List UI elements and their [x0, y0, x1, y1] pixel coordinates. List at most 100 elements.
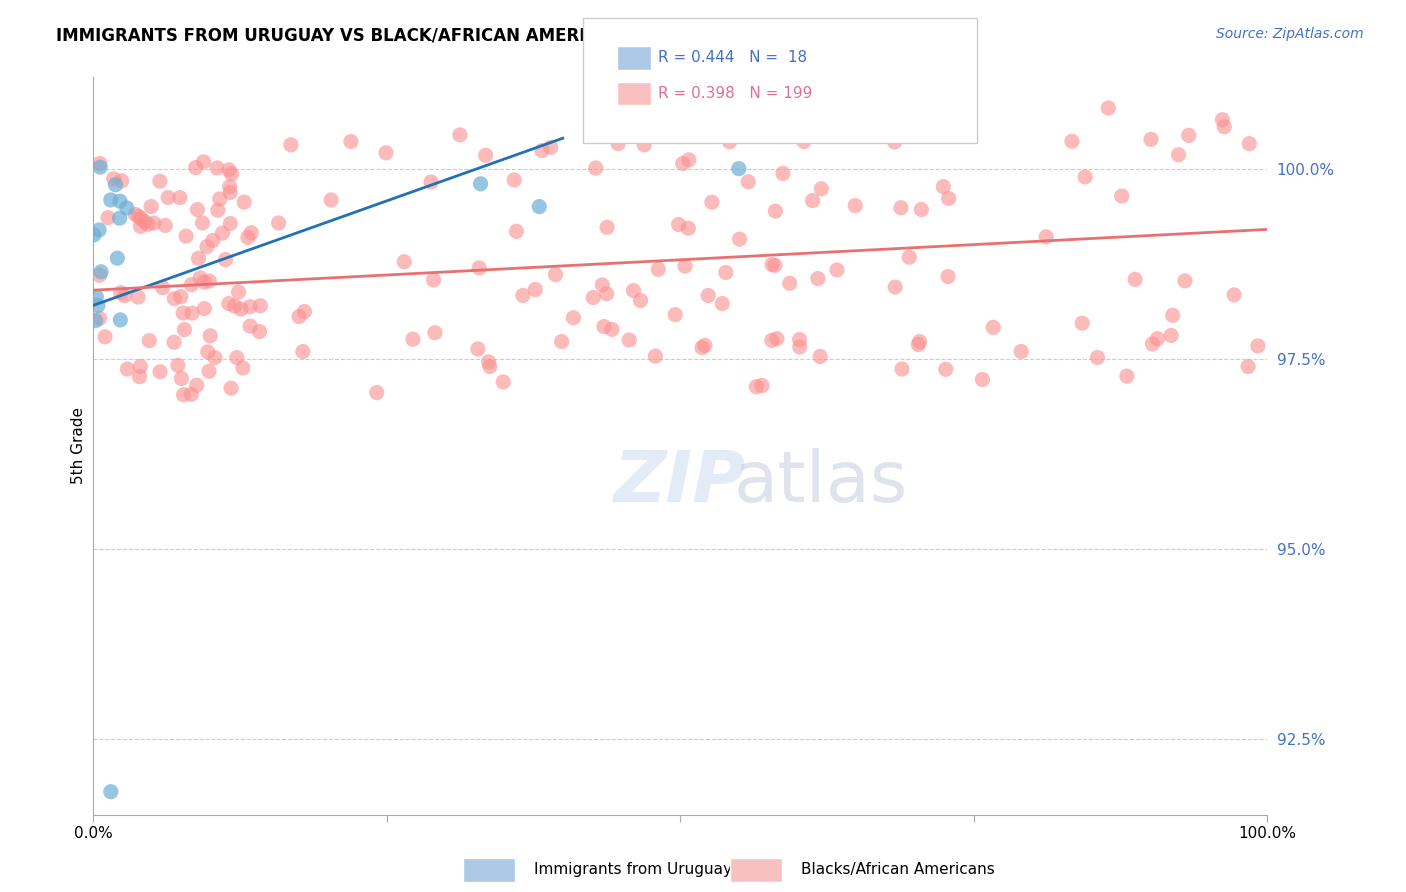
Blacks/African Americans: [492, 375, 515, 389]
Blacks/African Americans: [89, 156, 111, 170]
Blacks/African Americans: [810, 182, 832, 196]
Blacks/African Americans: [163, 335, 186, 350]
Blacks/African Americans: [938, 191, 960, 205]
Blacks/African Americans: [647, 262, 669, 277]
Blacks/African Americans: [1010, 344, 1032, 359]
Blacks/African Americans: [585, 161, 607, 175]
Immigrants from Uruguay: [104, 178, 127, 192]
Blacks/African Americans: [505, 224, 527, 238]
Blacks/African Americans: [249, 325, 271, 339]
Blacks/African Americans: [910, 202, 932, 217]
Blacks/African Americans: [127, 290, 149, 304]
Blacks/African Americans: [114, 289, 136, 303]
Blacks/African Americans: [779, 277, 801, 291]
Blacks/African Americans: [582, 291, 605, 305]
Blacks/African Americans: [129, 211, 152, 226]
Blacks/African Americans: [180, 387, 202, 401]
Blacks/African Americans: [1142, 337, 1164, 351]
Blacks/African Americans: [531, 144, 554, 158]
Blacks/African Americans: [1211, 112, 1233, 127]
Blacks/African Americans: [103, 171, 125, 186]
Blacks/African Americans: [218, 179, 240, 194]
Blacks/African Americans: [208, 192, 231, 206]
Blacks/African Americans: [89, 311, 111, 326]
Blacks/African Americans: [935, 362, 957, 376]
Blacks/African Americans: [1087, 351, 1109, 365]
Blacks/African Americans: [891, 362, 914, 376]
Blacks/African Americans: [218, 296, 240, 310]
Blacks/African Americans: [544, 268, 567, 282]
Blacks/African Americans: [630, 293, 652, 308]
Blacks/African Americans: [128, 369, 150, 384]
Blacks/African Americans: [94, 330, 117, 344]
Blacks/African Americans: [228, 285, 250, 299]
Blacks/African Americans: [623, 284, 645, 298]
Blacks/African Americans: [191, 216, 214, 230]
Blacks/African Americans: [340, 135, 363, 149]
Blacks/African Americans: [693, 338, 716, 352]
Blacks/African Americans: [763, 258, 786, 272]
Blacks/African Americans: [163, 292, 186, 306]
Blacks/African Americans: [751, 378, 773, 392]
Blacks/African Americans: [678, 153, 700, 167]
Blacks/African Americans: [745, 380, 768, 394]
Blacks/African Americans: [89, 268, 111, 283]
Blacks/African Americans: [765, 204, 787, 219]
Blacks/African Americans: [468, 260, 491, 275]
Blacks/African Americans: [239, 300, 262, 314]
Blacks/African Americans: [972, 372, 994, 386]
Blacks/African Americans: [610, 124, 633, 138]
Blacks/African Americans: [207, 203, 229, 218]
Blacks/African Americans: [890, 201, 912, 215]
Immigrants from Uruguay: [100, 193, 122, 207]
Blacks/African Americans: [550, 334, 572, 349]
Blacks/African Americans: [714, 265, 737, 279]
Blacks/African Americans: [449, 128, 471, 142]
Text: atlas: atlas: [734, 449, 908, 517]
Blacks/African Americans: [1223, 288, 1246, 302]
Blacks/African Americans: [540, 140, 562, 154]
Blacks/African Americans: [884, 280, 907, 294]
Blacks/African Americans: [141, 200, 163, 214]
Blacks/African Americans: [883, 135, 905, 149]
Immigrants from Uruguay: [100, 785, 122, 799]
Blacks/African Americans: [239, 319, 262, 334]
Blacks/African Americans: [761, 334, 783, 348]
Blacks/African Americans: [225, 351, 247, 365]
Blacks/African Americans: [187, 251, 209, 265]
Blacks/African Americans: [197, 344, 219, 359]
Immigrants from Uruguay: [84, 290, 107, 304]
Blacks/African Americans: [219, 217, 242, 231]
Blacks/African Americans: [138, 334, 160, 348]
Blacks/African Americans: [157, 190, 180, 204]
Blacks/African Americans: [1161, 308, 1184, 322]
Blacks/African Americans: [1160, 328, 1182, 343]
Blacks/African Americans: [366, 385, 388, 400]
Blacks/African Americans: [503, 173, 526, 187]
Blacks/African Americans: [711, 296, 734, 310]
Blacks/African Americans: [664, 308, 686, 322]
Blacks/African Americans: [249, 299, 271, 313]
Blacks/African Americans: [233, 195, 256, 210]
Blacks/African Americans: [134, 214, 156, 228]
Blacks/African Americans: [761, 258, 783, 272]
Blacks/African Americans: [596, 286, 619, 301]
Blacks/African Americans: [596, 220, 619, 235]
Blacks/African Americans: [477, 355, 499, 369]
Blacks/African Americans: [423, 326, 446, 340]
Blacks/African Americans: [288, 310, 311, 324]
Immigrants from Uruguay: [529, 200, 551, 214]
Blacks/African Americans: [110, 285, 132, 300]
Blacks/African Americans: [218, 162, 240, 177]
Blacks/African Americans: [907, 337, 929, 351]
Blacks/African Americans: [167, 359, 190, 373]
Blacks/African Americans: [898, 250, 921, 264]
Blacks/African Americans: [420, 175, 443, 189]
Immigrants from Uruguay: [89, 160, 111, 174]
Blacks/African Americans: [201, 234, 224, 248]
Blacks/African Americans: [808, 350, 831, 364]
Blacks/African Americans: [844, 199, 866, 213]
Blacks/African Americans: [807, 271, 830, 285]
Blacks/African Americans: [941, 126, 963, 140]
Blacks/African Americans: [219, 186, 242, 200]
